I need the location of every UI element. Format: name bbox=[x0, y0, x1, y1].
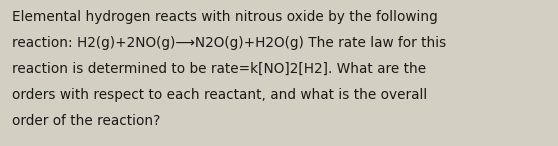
Text: Elemental hydrogen reacts with nitrous oxide by the following: Elemental hydrogen reacts with nitrous o… bbox=[12, 10, 438, 24]
Text: orders with respect to each reactant, and what is the overall: orders with respect to each reactant, an… bbox=[12, 88, 427, 102]
Text: reaction is determined to be rate=k[NO]2[H2]. What are the: reaction is determined to be rate=k[NO]2… bbox=[12, 62, 426, 76]
Text: order of the reaction?: order of the reaction? bbox=[12, 114, 161, 128]
Text: reaction: H2(g)+2NO(g)⟶N2O(g)+H2O(g) The rate law for this: reaction: H2(g)+2NO(g)⟶N2O(g)+H2O(g) The… bbox=[12, 36, 446, 50]
